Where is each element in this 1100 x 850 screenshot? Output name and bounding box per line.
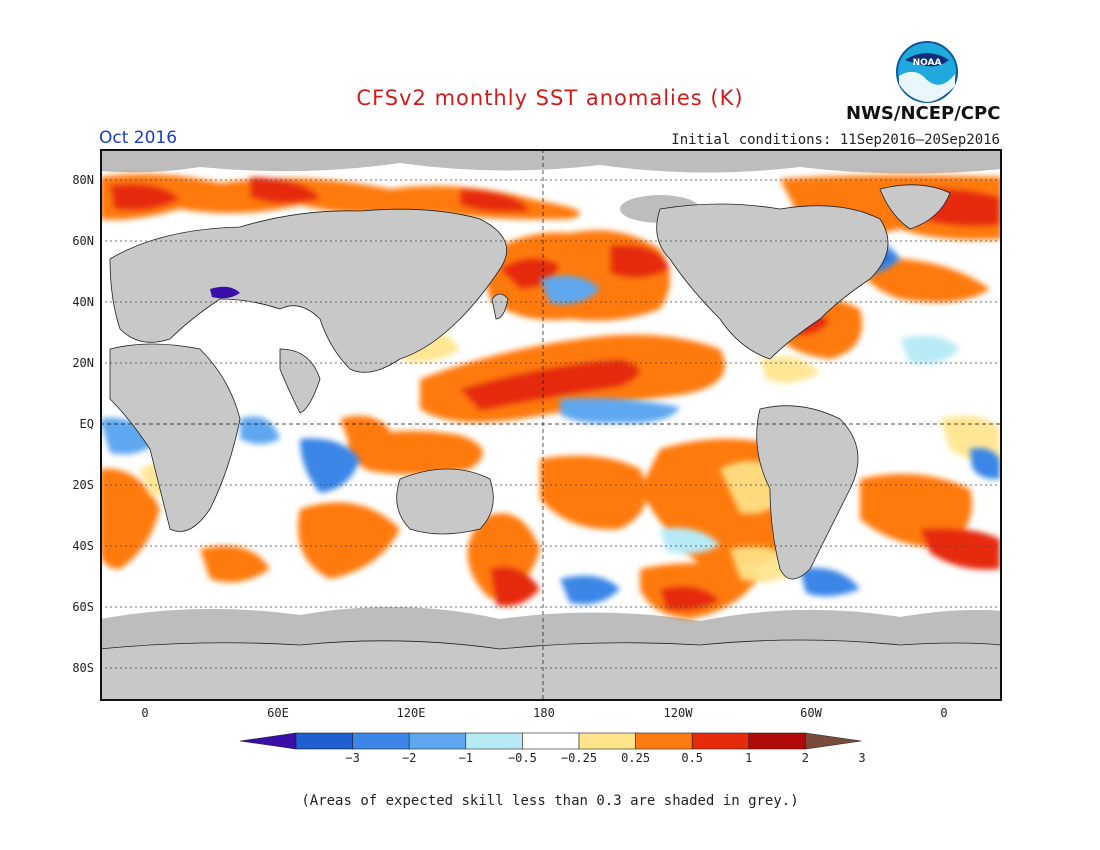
colorbar-tick-label: −3 xyxy=(345,751,360,765)
sst-anomaly-map xyxy=(100,149,1002,701)
map-frame xyxy=(100,149,1002,701)
colorbar-tick-label: −0.25 xyxy=(560,751,598,765)
footnote: (Areas of expected skill less than 0.3 a… xyxy=(301,793,799,809)
forecast-month: Oct 2016 xyxy=(99,128,178,148)
colorbar-tick-label: −0.5 xyxy=(507,751,537,765)
colorbar-cell xyxy=(691,732,750,750)
colorbar-tick-label: 2 xyxy=(801,751,809,765)
lat-label: 40S xyxy=(72,539,94,553)
lat-label: 80N xyxy=(72,173,94,187)
colorbar-tick-label: 0.5 xyxy=(681,751,704,765)
colorbar xyxy=(239,732,862,754)
colorbar-tick-label: −1 xyxy=(458,751,474,765)
lon-label: 180 xyxy=(533,706,555,720)
lon-label: 60W xyxy=(800,706,822,720)
lon-label: 120E xyxy=(396,706,426,720)
initial-conditions: Initial conditions: 11Sep2016–20Sep2016 xyxy=(671,132,1000,148)
agency-label: NWS/NCEP/CPC xyxy=(846,103,1001,124)
noaa-logo: NOAA xyxy=(895,40,959,108)
colorbar-cell xyxy=(635,732,693,750)
colorbar-high-arrow xyxy=(805,732,862,750)
black-sea-anomaly xyxy=(210,286,240,299)
logo-text: NOAA xyxy=(913,58,942,68)
lat-label: 40N xyxy=(72,295,94,309)
graticule xyxy=(100,149,1002,701)
colorbar-low-arrow xyxy=(239,732,297,750)
lat-label: 60S xyxy=(72,600,94,614)
colorbar-cell xyxy=(522,732,580,750)
lon-label: 120W xyxy=(663,706,693,720)
lat-label: 80S xyxy=(72,661,94,675)
warm-anomalies xyxy=(100,174,1002,619)
colorbar-tick-label: 1 xyxy=(745,751,753,765)
chart-title: CFSv2 monthly SST anomalies (K) xyxy=(356,86,744,110)
lon-label: 0 xyxy=(940,706,948,720)
colorbar-tick-label: 0.25 xyxy=(621,751,651,765)
colorbar-cell xyxy=(748,732,806,750)
colorbar-cell xyxy=(465,732,523,750)
colorbar-cell xyxy=(352,732,410,750)
lat-label: 20S xyxy=(72,478,94,492)
lon-label: 60E xyxy=(267,706,289,720)
colorbar-tick-label: 3 xyxy=(858,751,866,765)
colorbar-cell xyxy=(578,732,636,750)
lat-label: 60N xyxy=(72,234,94,248)
colorbar-cell xyxy=(408,732,467,750)
land-masses xyxy=(100,184,1002,701)
colorbar-tick-label: −2 xyxy=(401,751,417,765)
lat-label: EQ xyxy=(79,417,94,431)
colorbar-cell xyxy=(295,732,353,750)
lat-label: 20N xyxy=(72,356,94,370)
lon-label: 0 xyxy=(141,706,149,720)
